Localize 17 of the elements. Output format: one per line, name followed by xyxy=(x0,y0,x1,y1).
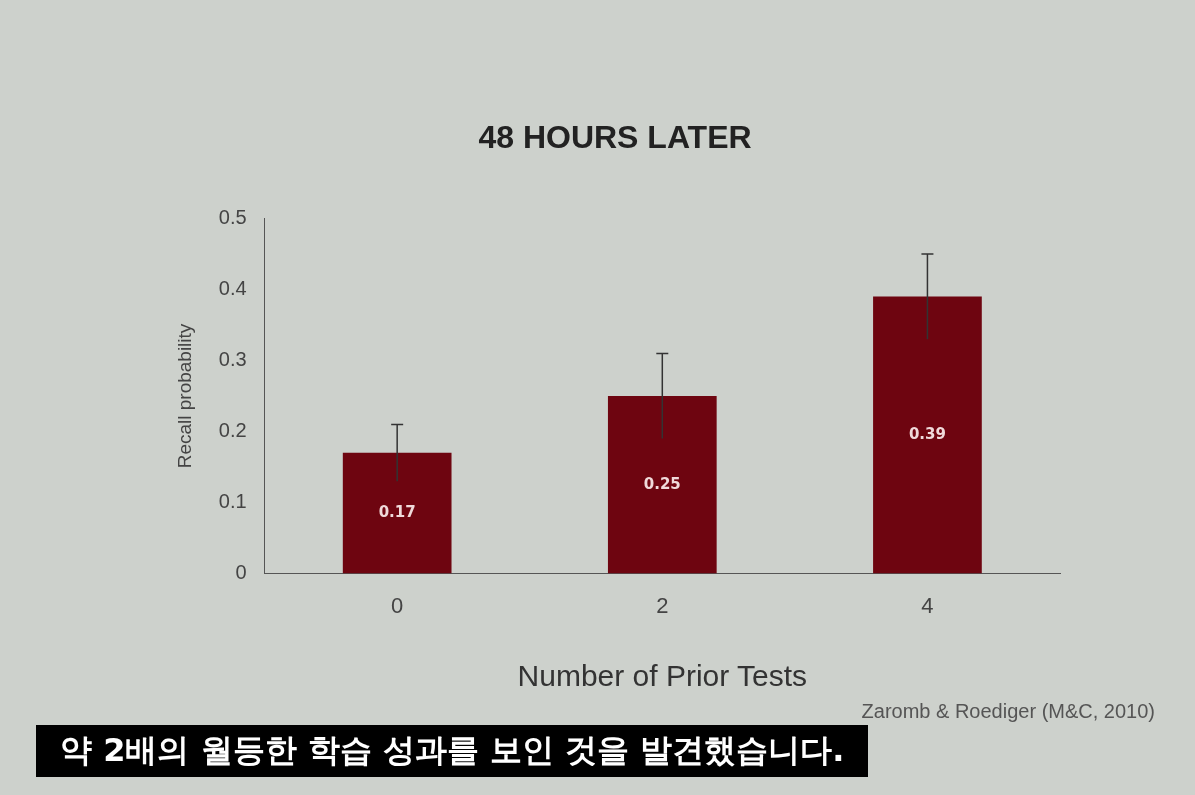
y-tick-label: 0.1 xyxy=(218,490,247,513)
data-label: 0.39 xyxy=(908,424,946,443)
x-tick-label: 2 xyxy=(656,592,669,618)
chart-title: 48 HOURS LATER xyxy=(478,119,752,156)
text: 약 2배의 월등한 학습 성과를 보인 것을 발견했습니다. xyxy=(36,725,869,777)
y-tick-label: 0.4 xyxy=(218,276,247,299)
y-tick-label: 0.3 xyxy=(218,348,247,370)
x-tick-label: 0 xyxy=(391,592,404,618)
x-axis-title: Number of Prior Tests xyxy=(517,659,808,693)
y-axis-title: Recall probability xyxy=(173,323,195,469)
y-tick-label: 0 xyxy=(235,561,247,584)
text: Zaromb & Roediger (M&C, 2010) xyxy=(861,700,1155,723)
data-label: 0.17 xyxy=(378,503,416,522)
y-tick-label: 0.5 xyxy=(218,205,247,228)
data-label: 0.25 xyxy=(643,474,681,493)
y-tick-label: 0.2 xyxy=(218,419,247,442)
x-tick-label: 4 xyxy=(921,592,934,618)
